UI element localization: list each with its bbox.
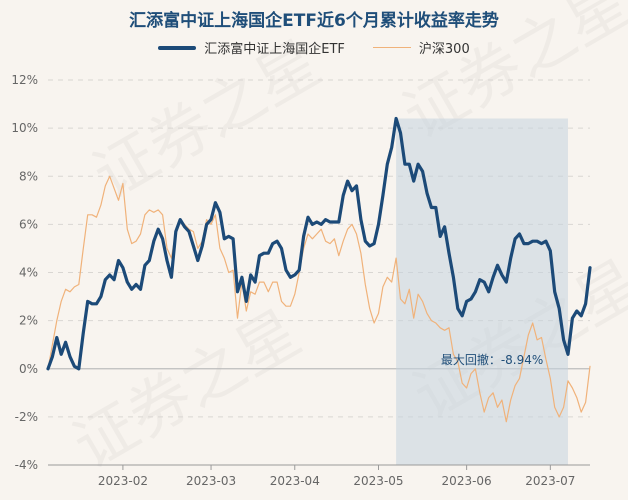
- x-axis: 2023-02 2023-03 2023-04 2023-05 2023-06 2023-…: [48, 464, 590, 488]
- watermark-text: 证券之星: [61, 296, 312, 483]
- y-tick-label: 4%: [19, 266, 38, 280]
- legend-item-hs300[interactable]: 沪深300: [372, 38, 470, 57]
- legend-item-etf[interactable]: 汇添富中证上海国企ETF: [158, 38, 345, 57]
- x-tick-label: 2023-03: [186, 474, 236, 488]
- legend-label-etf: 汇添富中证上海国企ETF: [204, 42, 345, 57]
- x-tick-label: 2023-02: [98, 474, 148, 488]
- y-tick-label: 0%: [19, 362, 38, 376]
- legend-swatch-etf: [158, 45, 197, 50]
- y-tick-label: 2%: [19, 314, 38, 328]
- x-tick-label: 2023-05: [353, 474, 403, 488]
- series-line-etf: [46, 116, 592, 371]
- y-tick-label: -4%: [15, 458, 38, 472]
- x-tick-label: 2023-04: [270, 474, 320, 488]
- y-tick-label: 8%: [19, 169, 38, 183]
- legend-swatch-hs300: [372, 46, 411, 49]
- series-lines: [46, 116, 592, 423]
- legend-label-hs300: 沪深300: [418, 42, 470, 57]
- watermark-text: 证券之星: [81, 26, 332, 213]
- chart-legend: 汇添富中证上海国企ETF 沪深300: [0, 38, 628, 57]
- y-tick-label: 10%: [11, 121, 38, 135]
- y-axis: -4% -2% 0% 2% 4% 6% 8% 10% 12%: [11, 73, 38, 472]
- y-tick-label: 6%: [19, 217, 38, 231]
- x-tick-label: 2023-07: [525, 474, 575, 488]
- x-tick-label: 2023-06: [442, 474, 492, 488]
- y-tick-label: -2%: [15, 410, 38, 424]
- chart-title: 汇添富中证上海国企ETF近6个月累计收益率走势: [129, 11, 499, 31]
- series-line-hs300: [47, 175, 591, 423]
- y-tick-label: 12%: [11, 73, 38, 87]
- max-drawdown-label: 最大回撤：-8.94%: [441, 352, 543, 367]
